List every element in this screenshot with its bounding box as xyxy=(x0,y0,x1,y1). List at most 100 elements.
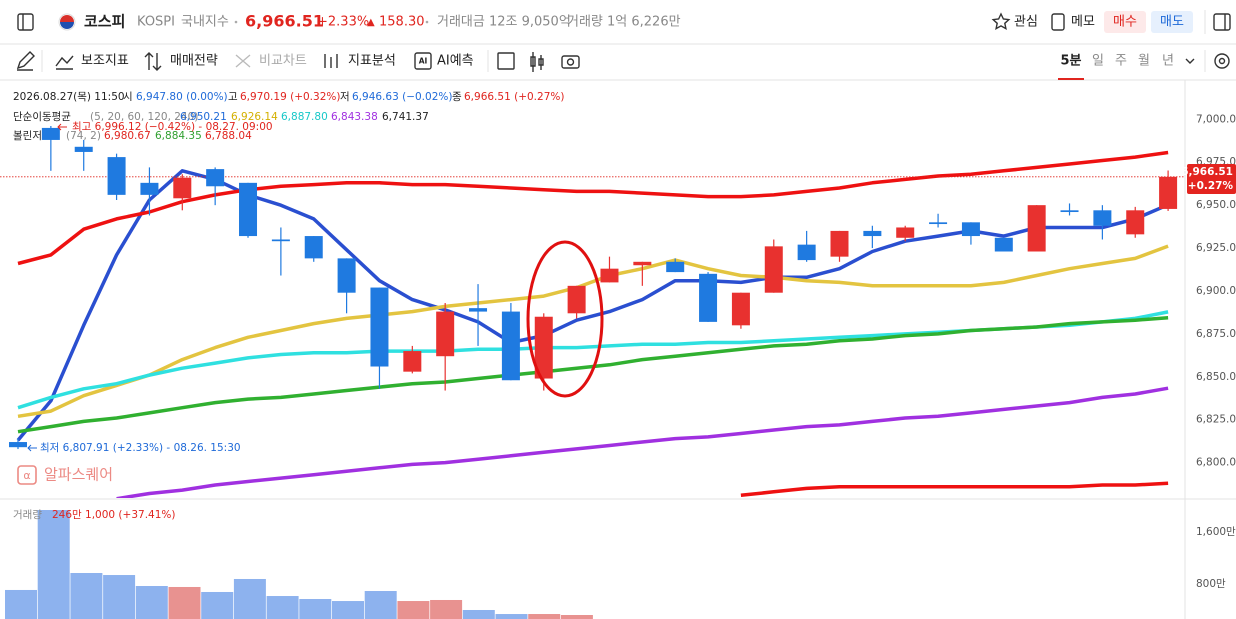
volume: 거래량 1억 6,226만 xyxy=(567,15,681,30)
price-tag-value: 6,966.51 xyxy=(1181,166,1233,178)
ohlc-value: 6,966.51 (+0.27%) xyxy=(464,91,564,103)
indicator-icon[interactable] xyxy=(55,55,74,70)
change-pct: +2.33% xyxy=(317,15,369,30)
ohlc-label: 저 xyxy=(340,91,350,103)
volume-bar xyxy=(364,591,397,619)
analysis-icon[interactable] xyxy=(324,54,338,68)
max-note: 최고 6,996.12 (−0.42%) - 08.27. 09:00 xyxy=(72,121,273,133)
ma-value: 6,887.80 xyxy=(281,111,328,123)
sidebar-toggle[interactable] xyxy=(17,13,34,31)
y-tick-label: 6,925.00 xyxy=(1196,242,1236,254)
candle-body xyxy=(830,230,849,257)
candle-tool[interactable] xyxy=(530,52,544,72)
indicator-line xyxy=(17,150,1169,266)
candle-body xyxy=(600,268,619,283)
y-tick-label: 6,850.00 xyxy=(1196,371,1236,383)
watch-button[interactable]: 관심 xyxy=(1014,15,1038,30)
candle-body xyxy=(140,182,159,195)
header-bar xyxy=(0,0,1236,44)
candle-body xyxy=(1027,205,1046,252)
watermark: 알파스퀘어 xyxy=(44,466,113,484)
candle-body xyxy=(337,258,356,293)
indicator-line xyxy=(17,244,1169,419)
dot xyxy=(234,20,238,24)
toolbar-item[interactable]: AI예측 xyxy=(437,54,474,69)
ma-label: 단순이동평균 xyxy=(13,111,71,123)
candle-body xyxy=(370,287,389,367)
bb-label: 볼린저 xyxy=(13,130,42,142)
sell-button[interactable] xyxy=(1151,11,1193,33)
y-tick-label: 7,000.00 xyxy=(1196,113,1236,125)
volume-bar xyxy=(430,599,463,619)
buy-label[interactable]: 매수 xyxy=(1113,15,1137,30)
ma-params: (5, 20, 60, 120, 240) xyxy=(90,111,198,123)
change: 158.30 xyxy=(379,15,425,30)
ma-value: 6,741.37 xyxy=(382,111,429,123)
volume-bar xyxy=(135,586,168,619)
box-tool[interactable] xyxy=(497,52,515,70)
candle-body xyxy=(797,244,816,261)
candle-body xyxy=(633,261,652,266)
highlight-circle xyxy=(526,240,604,398)
buy-button[interactable] xyxy=(1104,11,1146,33)
volume-plot xyxy=(5,510,593,619)
settings-icon[interactable] xyxy=(1214,53,1230,69)
period-selected[interactable]: 5분 xyxy=(1060,54,1081,69)
toolbar-item[interactable]: 매매전략 xyxy=(170,54,218,69)
candle-body xyxy=(896,227,915,238)
sell-label[interactable]: 매도 xyxy=(1160,15,1184,30)
memo-icon[interactable] xyxy=(1051,13,1065,31)
candle-body xyxy=(863,230,882,237)
volume-bar xyxy=(266,596,299,619)
period-dropdown[interactable] xyxy=(1185,58,1195,64)
toolbar-item[interactable]: 비교차트 xyxy=(259,54,307,69)
info: 2026.08.27(목) 11:50 시 6,947.80 (0.00%) 고… xyxy=(13,91,1236,521)
watermark-icon-glyph: α xyxy=(23,469,30,482)
volume-bar xyxy=(233,578,266,619)
y-tick-label: 6,900.00 xyxy=(1196,285,1236,297)
price-tag xyxy=(1187,164,1236,194)
candle-body xyxy=(501,311,520,381)
volume-bar xyxy=(70,573,103,619)
volume-bar xyxy=(5,589,37,619)
camera-tool[interactable] xyxy=(561,55,580,69)
ohlc-value: 6,970.19 (+0.32%) xyxy=(240,91,340,103)
candle-body xyxy=(436,311,455,357)
candle-body xyxy=(41,127,60,140)
market: 국내지수 xyxy=(181,15,229,30)
volume-bar xyxy=(168,586,201,619)
period[interactable]: 주 xyxy=(1115,54,1127,69)
candle-body xyxy=(107,157,126,195)
flag-part xyxy=(60,15,74,22)
bb-value: 6,788.04 xyxy=(205,130,252,142)
ohlc-value: 6,947.80 (0.00%) xyxy=(136,91,228,103)
candle-body xyxy=(994,237,1013,252)
y-tick-label: 6,825.00 xyxy=(1196,414,1236,426)
candle-body xyxy=(929,222,948,225)
change-arrow: ▲ xyxy=(367,17,375,28)
volume-bar xyxy=(299,599,332,619)
candle-body xyxy=(567,285,586,314)
price: 6,966.51 xyxy=(245,12,324,31)
star-icon[interactable] xyxy=(991,12,1011,30)
trade-value: 거래대금 12조 9,050억 xyxy=(437,15,571,30)
memo-button[interactable]: 메모 xyxy=(1071,15,1095,30)
y-tick-label: 1,600만 xyxy=(1196,526,1236,538)
ai-icon[interactable] xyxy=(414,52,432,70)
panel-toggle[interactable] xyxy=(1213,13,1231,31)
toolbar-item[interactable]: 지표분석 xyxy=(348,54,396,69)
compare-icon[interactable] xyxy=(235,54,251,68)
toolbar-item[interactable]: 보조지표 xyxy=(81,54,129,69)
icon-part xyxy=(566,58,575,66)
volume-bar xyxy=(103,575,136,619)
indicator-line xyxy=(17,316,1169,434)
period[interactable]: 월 xyxy=(1138,54,1150,69)
draw-tool[interactable] xyxy=(16,51,35,71)
period[interactable]: 년 xyxy=(1162,54,1174,69)
strategy-icon[interactable] xyxy=(144,52,162,71)
min-arrow xyxy=(27,444,37,452)
period[interactable]: 일 xyxy=(1092,54,1104,69)
ma-value: 6,843.38 xyxy=(331,111,378,123)
y-tick-label: 6,950.00 xyxy=(1196,199,1236,211)
volume-bar xyxy=(462,609,495,619)
